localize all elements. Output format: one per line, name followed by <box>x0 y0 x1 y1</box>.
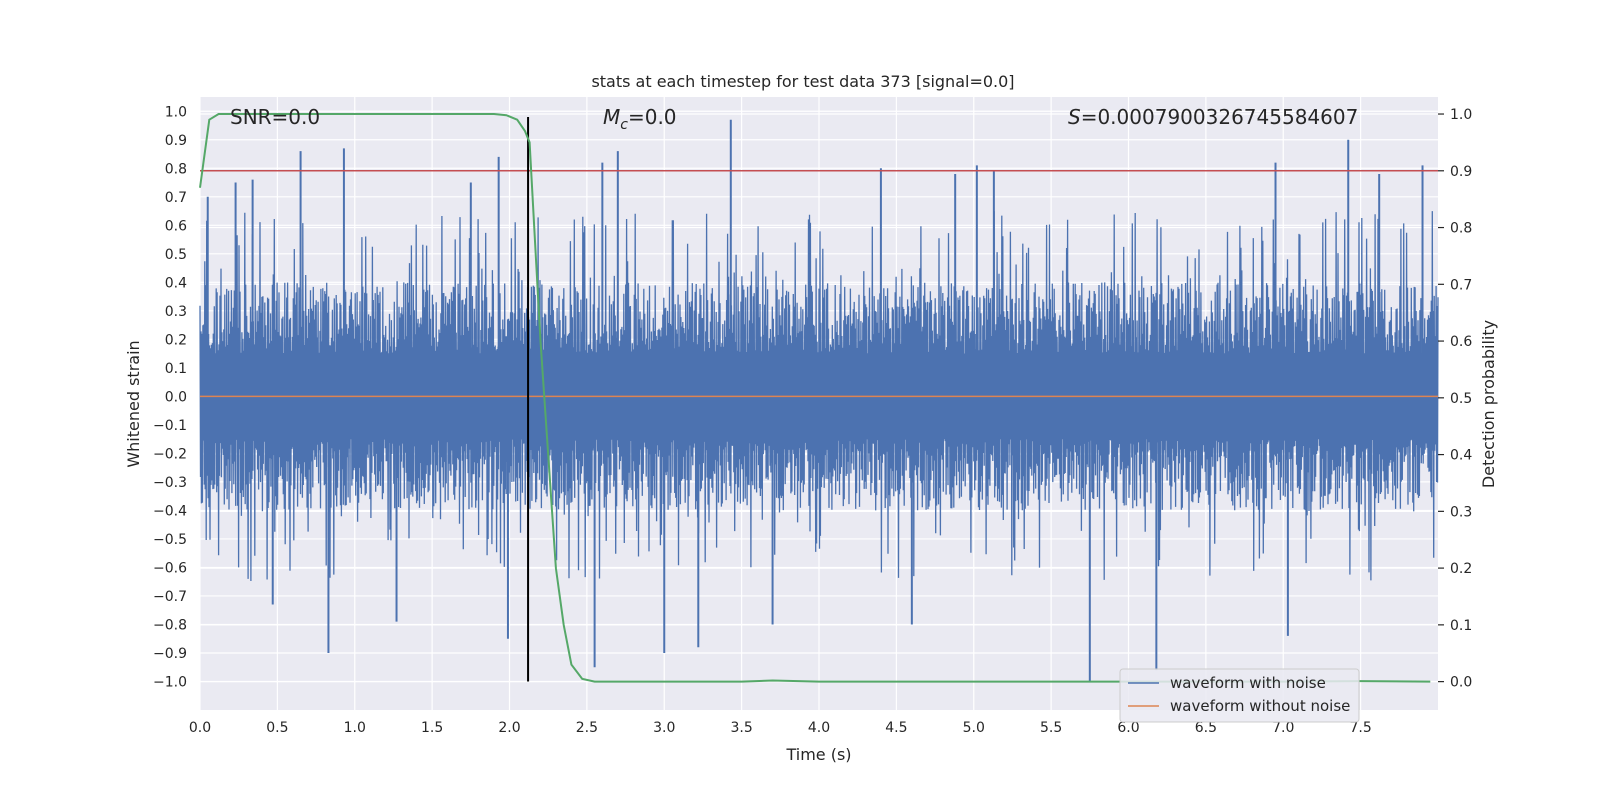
y-right-tick-label: 0.0 <box>1450 675 1472 691</box>
legend-box <box>1119 668 1360 723</box>
x-tick-label: 5.0 <box>963 720 985 736</box>
chirp-mass-symbol: M <box>603 105 620 129</box>
x-tick-label: 0.5 <box>266 720 288 736</box>
y-right-axis-label: Detection probability <box>1479 320 1498 488</box>
y-left-tick-label: 0.1 <box>165 361 187 377</box>
y-left-axis-ticks: 1.0 0.9 0.8 0.7 0.6 0.5 0.4 0.3 0.2 0.1 0.0 −0.1 −0.… <box>153 104 187 690</box>
s-value: =0.0007900326745584607 <box>1081 105 1359 129</box>
y-right-tick-label: 1.0 <box>1450 107 1472 123</box>
x-tick-label: 5.5 <box>1040 720 1062 736</box>
x-tick-label: 2.5 <box>576 720 598 736</box>
x-tick-label: 7.0 <box>1272 720 1294 736</box>
snr-annotation: SNR=0.0 <box>230 105 320 129</box>
s-symbol: S <box>1068 105 1081 129</box>
y-left-tick-label: 0.4 <box>165 275 187 291</box>
legend-label-clean: waveform without noise <box>1170 697 1350 715</box>
x-axis-label: Time (s) <box>785 745 851 764</box>
y-left-tick-label: −0.2 <box>153 446 187 462</box>
chart-title: stats at each timestep for test data 373… <box>591 72 1014 91</box>
y-left-tick-label: −0.5 <box>153 532 187 548</box>
y-right-tick-label: 0.4 <box>1450 448 1472 464</box>
y-left-tick-label: −0.7 <box>153 589 187 605</box>
y-right-tick-label: 0.8 <box>1450 221 1472 237</box>
legend-label-noise: waveform with noise <box>1170 674 1326 692</box>
chirp-mass-subscript: c <box>620 117 628 133</box>
x-tick-label: 1.5 <box>421 720 443 736</box>
x-tick-label: 6.0 <box>1117 720 1139 736</box>
y-left-axis-label: Whitened strain <box>124 340 143 467</box>
x-tick-label: 3.5 <box>730 720 752 736</box>
y-left-tick-label: −0.4 <box>153 503 187 519</box>
y-right-tick-label: 0.2 <box>1450 561 1472 577</box>
y-left-tick-label: 0.3 <box>165 304 187 320</box>
y-right-tick-label: 0.7 <box>1450 277 1472 293</box>
x-tick-label: 7.5 <box>1349 720 1371 736</box>
y-left-tick-label: 0.9 <box>165 133 187 149</box>
series-detection-probability <box>199 113 1431 683</box>
y-right-tick-label: 0.1 <box>1450 618 1472 634</box>
x-tick-label: 2.0 <box>498 720 520 736</box>
y-left-tick-label: −0.3 <box>153 475 187 491</box>
y-left-tick-label: 0.8 <box>165 161 187 177</box>
x-tick-label: 4.5 <box>885 720 907 736</box>
x-tick-label: 0.0 <box>189 720 211 736</box>
y-left-tick-label: −1.0 <box>153 674 187 690</box>
y-left-tick-label: −0.8 <box>153 617 187 633</box>
x-tick-label: 1.0 <box>344 720 366 736</box>
plot-area <box>199 97 1439 710</box>
x-tick-label: 3.0 <box>653 720 675 736</box>
y-right-axis-ticks: 1.0 0.9 0.8 0.7 0.6 0.5 0.4 0.3 0.2 0.1 0.0 <box>1438 107 1472 691</box>
chirp-mass-annotation: Mc=0.0 <box>603 105 677 133</box>
legend: waveform with noise waveform without noi… <box>1119 668 1360 723</box>
y-left-tick-label: 0.7 <box>165 190 187 206</box>
chirp-mass-value: =0.0 <box>628 105 677 129</box>
y-left-tick-label: −0.1 <box>153 418 187 434</box>
x-tick-label: 6.5 <box>1195 720 1217 736</box>
y-right-tick-label: 0.9 <box>1450 164 1472 180</box>
y-left-tick-label: 0.0 <box>165 389 187 405</box>
noise-spikes <box>206 119 1424 682</box>
y-right-tick-label: 0.6 <box>1450 334 1472 350</box>
x-axis-ticks: 0.0 0.5 1.0 1.5 2.0 2.5 3.0 3.5 4.0 4.5 5.0 5.5 6.0 6… <box>189 720 1372 736</box>
y-left-tick-label: −0.6 <box>153 560 187 576</box>
y-left-tick-label: 0.2 <box>165 332 187 348</box>
x-tick-label: 4.0 <box>808 720 830 736</box>
s-annotation: S=0.0007900326745584607 <box>1068 105 1358 129</box>
y-left-tick-label: 0.5 <box>165 247 187 263</box>
series-waveform-with-noise <box>199 211 1439 582</box>
y-left-tick-label: 0.6 <box>165 218 187 234</box>
y-left-tick-label: 1.0 <box>165 104 187 120</box>
y-right-tick-label: 0.3 <box>1450 504 1472 520</box>
y-left-tick-label: −0.9 <box>153 646 187 662</box>
y-right-tick-label: 0.5 <box>1450 391 1472 407</box>
